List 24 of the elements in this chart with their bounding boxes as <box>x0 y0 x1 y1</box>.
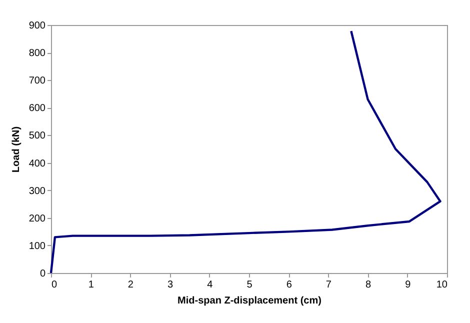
x-tick-label: 6 <box>286 280 292 290</box>
y-tick-label: 200 <box>28 213 46 224</box>
x-tick-label: 3 <box>168 280 174 290</box>
x-tick-label: 9 <box>405 280 412 290</box>
y-tick-label: 100 <box>28 240 46 252</box>
y-tick-label: 900 <box>28 20 46 32</box>
x-tick-label: 10 <box>436 280 448 290</box>
y-tick-label: 800 <box>28 48 46 60</box>
x-tick-label: 8 <box>366 280 372 290</box>
y-tick-label: 300 <box>28 186 46 197</box>
y-axis-title: Load (kN) <box>10 126 22 173</box>
x-axis-title: Mid-span Z-displacement (cm) <box>178 296 322 306</box>
x-tick-label: 4 <box>207 280 214 290</box>
y-tick-label: 0 <box>40 268 46 280</box>
y-tick-label: 500 <box>28 130 46 142</box>
x-tick-label: 1 <box>88 280 94 290</box>
y-tick-label: 400 <box>28 158 46 170</box>
x-tick-label: 5 <box>246 280 253 290</box>
x-tick-label: 7 <box>326 280 332 290</box>
x-tick-label: 2 <box>128 280 134 290</box>
x-tick-label: 0 <box>52 280 58 290</box>
y-tick-label: 600 <box>28 103 46 114</box>
line-series <box>50 30 442 274</box>
y-tick-label: 700 <box>28 76 46 87</box>
